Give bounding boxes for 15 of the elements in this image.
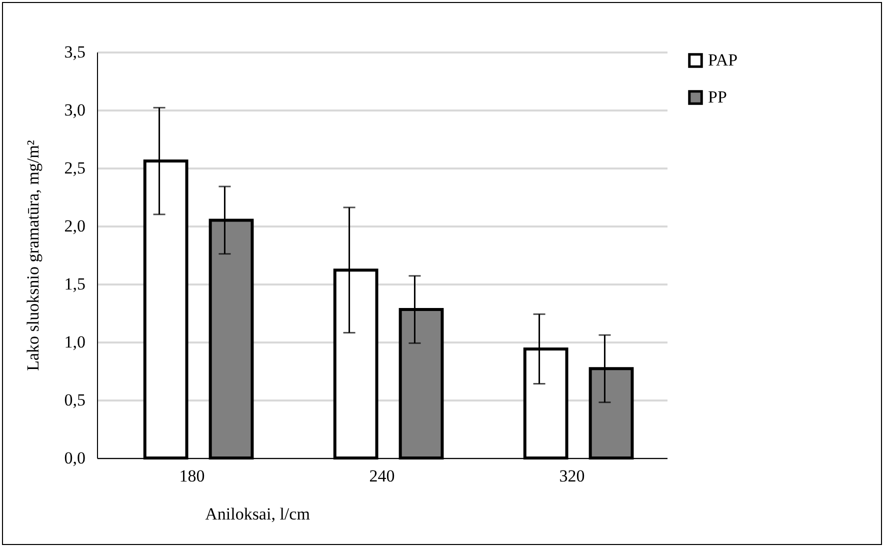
y-tick-label: 2,5 <box>64 158 86 178</box>
legend-label: PP <box>708 88 727 106</box>
legend-label: PAP <box>708 50 738 70</box>
x-axis-title: Aniloksai, l/cm <box>205 504 310 524</box>
y-tick-label: 0,0 <box>64 448 86 468</box>
y-tick-label: 3,5 <box>64 42 86 62</box>
x-tick-label: 320 <box>559 466 585 486</box>
y-tick-label: 1,0 <box>64 332 86 352</box>
y-tick-label: 3,0 <box>64 100 86 120</box>
x-tick-label: 180 <box>179 466 205 486</box>
y-axis-title: Lako sluoksnio gramatūra, mg/m² <box>23 140 42 371</box>
y-tick-label: 1,5 <box>64 274 86 294</box>
y-tick-label: 0,5 <box>64 390 86 410</box>
x-tick-label: 240 <box>369 466 395 486</box>
y-tick-label: 2,0 <box>64 216 86 236</box>
